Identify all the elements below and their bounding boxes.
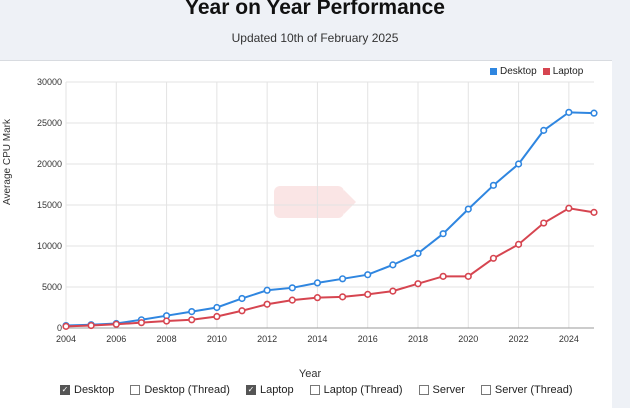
data-point-laptop [338, 293, 347, 301]
legend-label-desktop: Desktop [500, 66, 537, 77]
y-tick-label: 30000 [37, 77, 62, 87]
x-tick-label: 2004 [56, 334, 76, 344]
data-point-desktop [288, 284, 296, 292]
data-point-laptop [188, 316, 196, 324]
series-line-laptop [65, 207, 595, 328]
data-point-desktop [263, 286, 271, 294]
legend-item-laptop[interactable]: Laptop [542, 66, 584, 77]
toggle-label-desktop: Desktop [74, 384, 115, 396]
data-point-desktop [565, 108, 573, 116]
watermark-logo [274, 186, 356, 218]
x-tick-label: 2008 [157, 334, 177, 344]
x-tick-label: 2020 [458, 334, 478, 344]
chart-card [0, 60, 612, 408]
data-point-desktop [514, 160, 523, 168]
toggle-laptop[interactable]: ✓ Laptop [245, 384, 294, 396]
data-point-desktop [364, 271, 372, 279]
data-point-laptop [313, 294, 322, 302]
x-tick-label: 2012 [257, 334, 277, 344]
chart-title: Year on Year Performance [185, 0, 445, 19]
chart-legend: Desktop Laptop [490, 66, 585, 77]
series-line-desktop [65, 111, 595, 327]
y-tick-label: 15000 [37, 200, 62, 210]
data-point-laptop [364, 290, 372, 298]
toggle-desktop-thread[interactable]: Desktop (Thread) [130, 384, 230, 396]
toggle-label-server-thread: Server (Thread) [494, 384, 573, 396]
data-point-desktop [313, 279, 322, 287]
data-point-desktop [188, 308, 196, 316]
x-axis-label: Year [298, 368, 322, 380]
data-point-desktop [338, 275, 347, 283]
x-tick-label: 2006 [106, 334, 126, 344]
data-point-desktop [414, 249, 422, 257]
data-point-laptop [439, 272, 447, 280]
toggle-label-server: Server [432, 384, 465, 396]
data-point-desktop [590, 109, 598, 117]
y-tick-label: 5000 [42, 282, 62, 292]
toggle-server[interactable]: Server [418, 384, 465, 396]
x-tick-label: 2010 [207, 334, 227, 344]
toggle-label-desktop-thread: Desktop (Thread) [144, 384, 230, 396]
data-point-desktop [489, 181, 498, 189]
data-point-laptop [288, 296, 296, 304]
data-point-desktop [213, 303, 221, 312]
data-point-laptop [162, 317, 171, 325]
toggle-label-laptop-thread: Laptop (Thread) [323, 384, 403, 396]
checkbox-desktop-thread[interactable] [130, 385, 141, 395]
data-point-laptop [137, 319, 146, 327]
data-point-laptop [590, 208, 598, 216]
checkbox-laptop-thread[interactable] [309, 385, 320, 395]
toggle-label-laptop: Laptop [259, 384, 294, 396]
data-point-desktop [439, 230, 447, 238]
legend-swatch-desktop [490, 68, 497, 75]
data-point-laptop [263, 300, 271, 308]
series-toggles: ✓ Desktop Desktop (Thread) ✓ Laptop Lapt… [60, 384, 573, 396]
x-tick-label: 2016 [358, 334, 378, 344]
y-tick-label: 0 [57, 323, 62, 333]
data-point-desktop [540, 126, 548, 134]
data-point-laptop [489, 254, 498, 262]
y-axis-label: Average CPU Mark [2, 119, 13, 205]
data-point-desktop [389, 261, 397, 269]
data-point-laptop [464, 272, 472, 280]
x-tick-label: 2022 [509, 334, 529, 344]
x-tick-label: 2014 [307, 334, 327, 344]
data-point-laptop [389, 287, 397, 295]
x-tick-label: 2024 [559, 334, 579, 344]
toggle-laptop-thread[interactable]: Laptop (Thread) [309, 384, 403, 396]
data-point-laptop [565, 204, 573, 212]
y-tick-label: 25000 [37, 118, 62, 128]
y-tick-label: 10000 [37, 241, 62, 251]
checkbox-server[interactable] [418, 385, 429, 395]
checkbox-desktop[interactable]: ✓ [60, 385, 70, 395]
data-point-laptop [87, 321, 95, 330]
data-point-laptop [514, 240, 523, 248]
y-tick-label: 20000 [37, 159, 62, 169]
data-point-laptop [540, 219, 548, 227]
chart-subtitle: Updated 10th of February 2025 [231, 31, 399, 45]
legend-swatch-laptop [542, 68, 550, 75]
data-point-desktop [464, 205, 472, 213]
legend-item-desktop[interactable]: Desktop [490, 66, 537, 77]
checkbox-laptop[interactable]: ✓ [245, 385, 256, 395]
toggle-server-thread[interactable]: Server (Thread) [480, 384, 573, 396]
data-point-laptop [414, 280, 422, 288]
toggle-desktop[interactable]: ✓ Desktop [60, 384, 114, 396]
legend-label-laptop: Laptop [552, 66, 584, 77]
checkbox-server-thread[interactable] [480, 385, 491, 395]
data-point-laptop [213, 312, 221, 321]
data-point-laptop [62, 322, 70, 330]
x-tick-label: 2018 [408, 334, 428, 344]
data-point-laptop [112, 320, 120, 328]
data-point-desktop [238, 294, 246, 303]
data-point-laptop [238, 307, 246, 315]
